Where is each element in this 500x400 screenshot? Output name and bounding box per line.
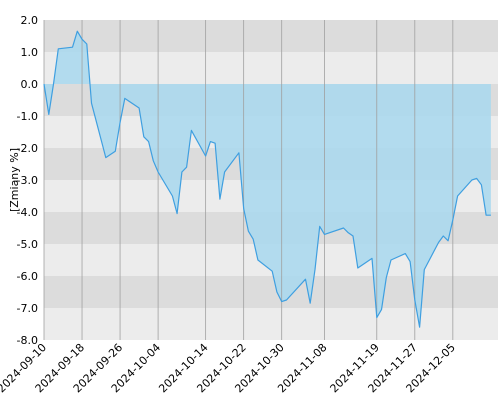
grid-band: [44, 308, 498, 340]
y-tick-label: -1.0: [17, 110, 38, 123]
series-area-fill: [44, 31, 491, 328]
area-fill-layer: [44, 31, 491, 328]
y-tick-label: 2.0: [21, 14, 39, 27]
grid-band: [44, 52, 498, 84]
y-tick-label: -7.0: [17, 302, 38, 315]
y-tick-label: -6.0: [17, 270, 38, 283]
y-tick-label: -5.0: [17, 238, 38, 251]
series-line: [43, 30, 491, 328]
y-axis-tick-labels: 2.0 1.0 0.0 -1.0 -2.0 -3.0 -4.0 -5.0 -6.0 -7.0 -8.…: [17, 14, 38, 347]
y-tick-label: -8.0: [17, 334, 38, 347]
y-tick-label: -4.0: [17, 206, 38, 219]
y-tick-label: 1.0: [21, 46, 39, 59]
x-axis-tick-labels: 2024-09-102024-09-182024-09-262024-10-04…: [0, 341, 458, 395]
grid-lines: [43, 20, 454, 340]
y-tick-label: -2.0: [17, 142, 38, 155]
grid-band: [44, 20, 498, 52]
series-line-layer: [43, 30, 491, 328]
grid-band: [44, 276, 498, 308]
y-tick-label: -3.0: [17, 174, 38, 187]
y-axis-title: [Zmiany %]: [8, 148, 21, 212]
y-tick-label: 0.0: [21, 78, 39, 91]
